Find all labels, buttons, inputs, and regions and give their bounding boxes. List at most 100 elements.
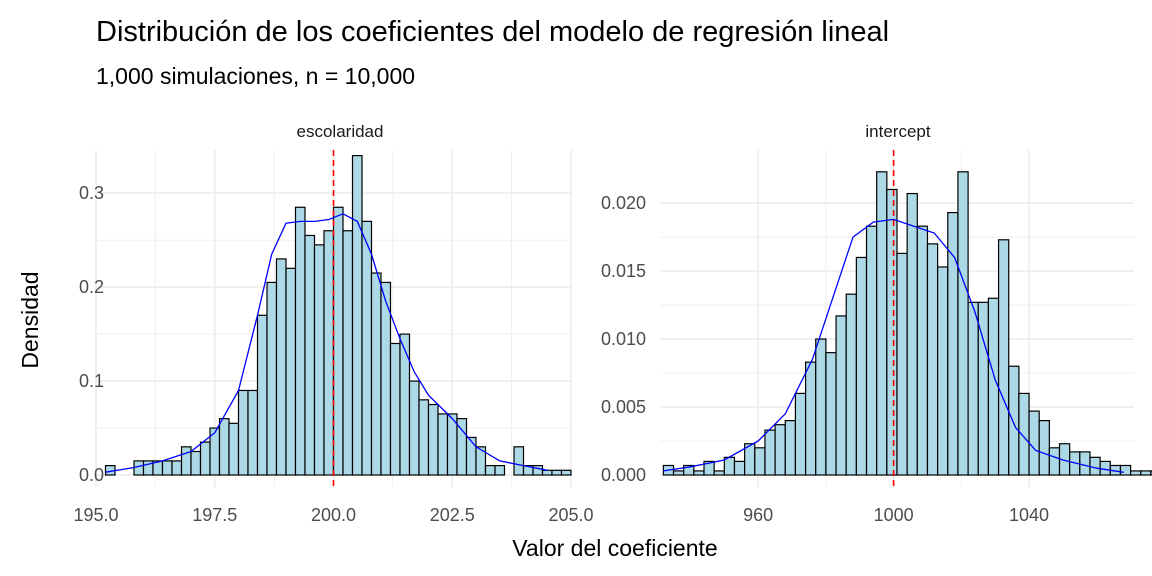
chart-title: Distribución de los coeficientes del mod…	[96, 16, 889, 48]
histogram-bar-escolaridad	[199, 441, 211, 476]
histogram-bar-intercept	[703, 460, 715, 476]
strip-label-escolaridad: escolaridad	[297, 122, 384, 141]
histogram-bar-intercept	[1008, 365, 1020, 476]
histogram-bar-escolaridad	[361, 220, 373, 476]
histogram-bar-intercept	[1089, 456, 1101, 476]
x-tick-label-intercept: 1040	[1009, 505, 1049, 525]
histogram-bar-intercept	[957, 171, 969, 476]
strip-label-intercept: intercept	[865, 122, 930, 141]
histogram-bar-escolaridad	[465, 436, 477, 476]
histogram-bar-escolaridad	[342, 230, 354, 476]
histogram-bar-intercept	[825, 352, 837, 476]
histogram-bar-escolaridad	[560, 469, 572, 476]
x-tick-label-escolaridad: 205.0	[548, 505, 593, 525]
x-tick-label-escolaridad: 195.0	[73, 505, 118, 525]
y-tick-label-intercept: 0.000	[601, 465, 646, 485]
histogram-bar-escolaridad	[161, 460, 173, 476]
histogram-bar-intercept	[1140, 470, 1152, 476]
x-tick-label-escolaridad: 200.0	[311, 505, 356, 525]
histogram-bar-escolaridad	[304, 234, 316, 476]
histogram-bar-escolaridad	[551, 469, 563, 476]
histogram-bar-intercept	[876, 171, 888, 476]
histogram-bar-escolaridad	[456, 418, 468, 476]
histogram-bar-escolaridad	[133, 460, 145, 476]
histogram-bar-intercept	[845, 293, 857, 476]
x-axis-title: Valor del coeficiente	[512, 535, 717, 561]
y-tick-label-escolaridad: 0.1	[79, 371, 104, 391]
histogram-bar-intercept	[906, 192, 918, 476]
histogram-bar-intercept	[764, 429, 776, 476]
histogram-bar-escolaridad	[332, 206, 344, 476]
histogram-bar-intercept	[683, 464, 695, 476]
y-tick-label-intercept: 0.005	[601, 397, 646, 417]
histogram-bar-escolaridad	[313, 244, 325, 476]
histogram-bar-intercept	[754, 447, 766, 476]
histogram-bar-escolaridad	[437, 413, 449, 476]
histogram-bar-escolaridad	[494, 465, 506, 476]
histogram-bar-intercept	[886, 188, 898, 476]
histogram-bar-escolaridad	[237, 389, 249, 476]
histogram-bar-intercept	[865, 225, 878, 476]
histogram-bar-intercept	[693, 470, 705, 476]
x-tick-label-intercept: 960	[743, 505, 773, 525]
y-axis-title: Densidad	[17, 271, 43, 368]
histogram-bar-escolaridad	[513, 446, 525, 476]
histogram-bar-intercept	[1018, 392, 1030, 476]
histogram-bar-escolaridad	[180, 446, 192, 476]
histogram-bar-intercept	[713, 470, 725, 476]
histogram-bar-intercept	[1130, 470, 1142, 476]
histogram-bar-escolaridad	[532, 465, 544, 476]
histogram-bar-intercept	[967, 301, 979, 476]
x-tick-label-intercept: 1000	[874, 505, 914, 525]
histogram-bar-escolaridad	[351, 155, 363, 476]
histogram-bar-intercept	[784, 420, 797, 476]
histogram-bar-escolaridad	[408, 380, 420, 476]
histogram-bar-escolaridad	[389, 342, 401, 476]
histogram-bar-intercept	[855, 256, 868, 476]
histogram-bar-escolaridad	[323, 230, 335, 476]
histogram-bar-escolaridad	[190, 450, 202, 476]
histogram-bar-intercept	[733, 460, 746, 476]
histogram-bar-escolaridad	[294, 206, 306, 476]
density-curve-intercept	[663, 218, 1124, 473]
histogram-bar-escolaridad	[218, 418, 230, 476]
histogram-bar-escolaridad	[427, 403, 439, 476]
histogram-bar-escolaridad	[475, 446, 487, 476]
histogram-bar-escolaridad	[285, 267, 297, 476]
histogram-bar-intercept	[937, 266, 949, 476]
histogram-bar-escolaridad	[228, 422, 240, 476]
histogram-bar-intercept	[1099, 460, 1111, 476]
histogram-bar-intercept	[1079, 451, 1091, 476]
histogram-bar-escolaridad	[275, 258, 287, 476]
histogram-bar-escolaridad	[399, 333, 411, 476]
histogram-bar-intercept	[987, 297, 1000, 476]
histogram-bar-escolaridad	[171, 460, 183, 476]
y-tick-label-escolaridad: 0.2	[79, 277, 104, 297]
histogram-bar-escolaridad	[266, 281, 278, 476]
histogram-bar-intercept	[926, 243, 939, 476]
x-tick-label-escolaridad: 197.5	[192, 505, 237, 525]
histogram-bar-intercept	[804, 361, 817, 476]
histogram-bar-intercept	[1028, 410, 1040, 476]
histogram-bar-intercept	[794, 392, 807, 476]
histogram-bar-intercept	[997, 239, 1010, 476]
y-tick-label-intercept: 0.010	[601, 329, 646, 349]
histogram-bar-intercept	[1038, 420, 1050, 476]
histogram-bar-intercept	[1150, 470, 1152, 476]
histogram-bar-intercept	[774, 424, 786, 476]
y-tick-label-escolaridad: 0.0	[79, 465, 104, 485]
histogram-bar-intercept	[1048, 447, 1061, 476]
x-tick-label-escolaridad: 202.5	[430, 505, 475, 525]
histogram-bar-intercept	[916, 225, 929, 476]
y-tick-label-intercept: 0.015	[601, 261, 646, 281]
histogram-bar-intercept	[1119, 464, 1132, 476]
histogram-bar-escolaridad	[256, 314, 268, 476]
histogram-bar-escolaridad	[484, 465, 496, 476]
histogram-bar-escolaridad	[370, 272, 382, 476]
histogram-bar-escolaridad	[247, 389, 259, 476]
density-curve-escolaridad	[105, 213, 548, 473]
chart-subtitle: 1,000 simulaciones, n = 10,000	[96, 63, 415, 89]
histogram-bar-intercept	[723, 456, 736, 476]
histogram-bar-intercept	[835, 315, 847, 476]
